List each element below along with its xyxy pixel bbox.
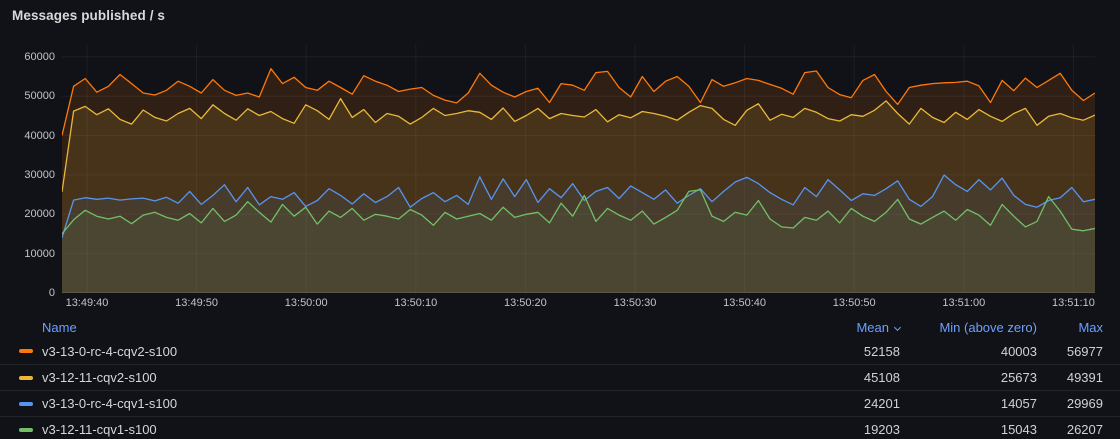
max-value: 26207: [1066, 422, 1103, 437]
y-axis-label: 20000: [24, 208, 55, 221]
min-value: 14057: [1000, 396, 1037, 411]
mean-value: 24201: [863, 396, 900, 411]
series-area-1: [62, 98, 1095, 293]
y-axis-label: 50000: [24, 90, 55, 103]
series-line-3: [62, 189, 1095, 235]
series-color-swatch[interactable]: [19, 349, 33, 353]
mean-value: 45108: [863, 370, 900, 385]
series-name-label[interactable]: v3-13-0-rc-4-cqv2-s100: [42, 343, 178, 359]
legend-table: Name Mean Min (above zero) Max v3-13-0-r…: [0, 316, 1120, 439]
series-area-0: [62, 68, 1095, 293]
y-axis-label: 30000: [24, 168, 55, 181]
x-axis-label: 13:50:30: [613, 297, 657, 309]
y-axis-label: 10000: [24, 247, 55, 260]
legend-header-min[interactable]: Min (above zero): [939, 319, 1037, 335]
panel-title[interactable]: Messages published / s: [12, 8, 166, 23]
x-axis-label: 13:50:40: [723, 297, 767, 309]
y-axis-label: 60000: [24, 50, 55, 63]
x-axis-label: 13:50:50: [832, 297, 876, 309]
max-value: 56977: [1066, 343, 1103, 359]
series-line-2: [62, 174, 1095, 238]
x-axis-label: 13:49:40: [65, 297, 109, 309]
series-name-label[interactable]: v3-12-11-cqv2-s100: [42, 370, 157, 385]
series-color-swatch[interactable]: [19, 375, 33, 380]
max-value: 49391: [1066, 370, 1103, 385]
legend-header-max[interactable]: Max: [1078, 319, 1103, 335]
x-axis-label: 13:50:00: [284, 297, 328, 309]
series-name-label[interactable]: v3-12-11-cqv1-s100: [42, 422, 157, 437]
min-value: 40003: [1000, 343, 1037, 359]
min-value: 15043: [1000, 422, 1037, 437]
x-axis-label: 13:49:50: [175, 297, 219, 309]
mean-value: 19203: [863, 422, 900, 437]
x-axis-label: 13:51:00: [942, 297, 986, 309]
y-axis-label: 0: [48, 287, 55, 299]
min-value: 25673: [1000, 370, 1037, 385]
x-axis-label: 13:51:10: [1051, 297, 1095, 309]
legend-header-row: Name Mean Min (above zero) Max: [0, 316, 1120, 338]
max-value: 29969: [1066, 396, 1103, 411]
legend-row: v3-12-11-cqv2-s100 45108 25673 49391: [0, 364, 1120, 390]
legend-row: v3-13-0-rc-4-cqv1-s100 24201 14057 29969: [0, 390, 1120, 416]
y-axis-label: 40000: [24, 129, 55, 142]
x-axis-label: 13:50:20: [503, 297, 547, 309]
series-line-0: [62, 68, 1095, 136]
series-color-swatch[interactable]: [19, 427, 33, 432]
legend-header-mean[interactable]: Mean: [780, 320, 902, 335]
legend-row: v3-13-0-rc-4-cqv2-s100 52158 40003 56977: [0, 338, 1120, 364]
series-color-swatch[interactable]: [19, 401, 33, 406]
x-axis-label: 13:50:10: [394, 297, 438, 309]
series-area-2: [62, 175, 1095, 293]
mean-value: 52158: [863, 343, 900, 359]
series-area-3: [62, 189, 1095, 293]
time-series-chart[interactable]: [62, 45, 1095, 293]
legend-header-name[interactable]: Name: [42, 319, 77, 335]
series-name-label[interactable]: v3-13-0-rc-4-cqv1-s100: [42, 396, 178, 411]
legend-row: v3-12-11-cqv1-s100 19203 15043 26207: [0, 416, 1120, 439]
series-line-1: [62, 97, 1095, 192]
